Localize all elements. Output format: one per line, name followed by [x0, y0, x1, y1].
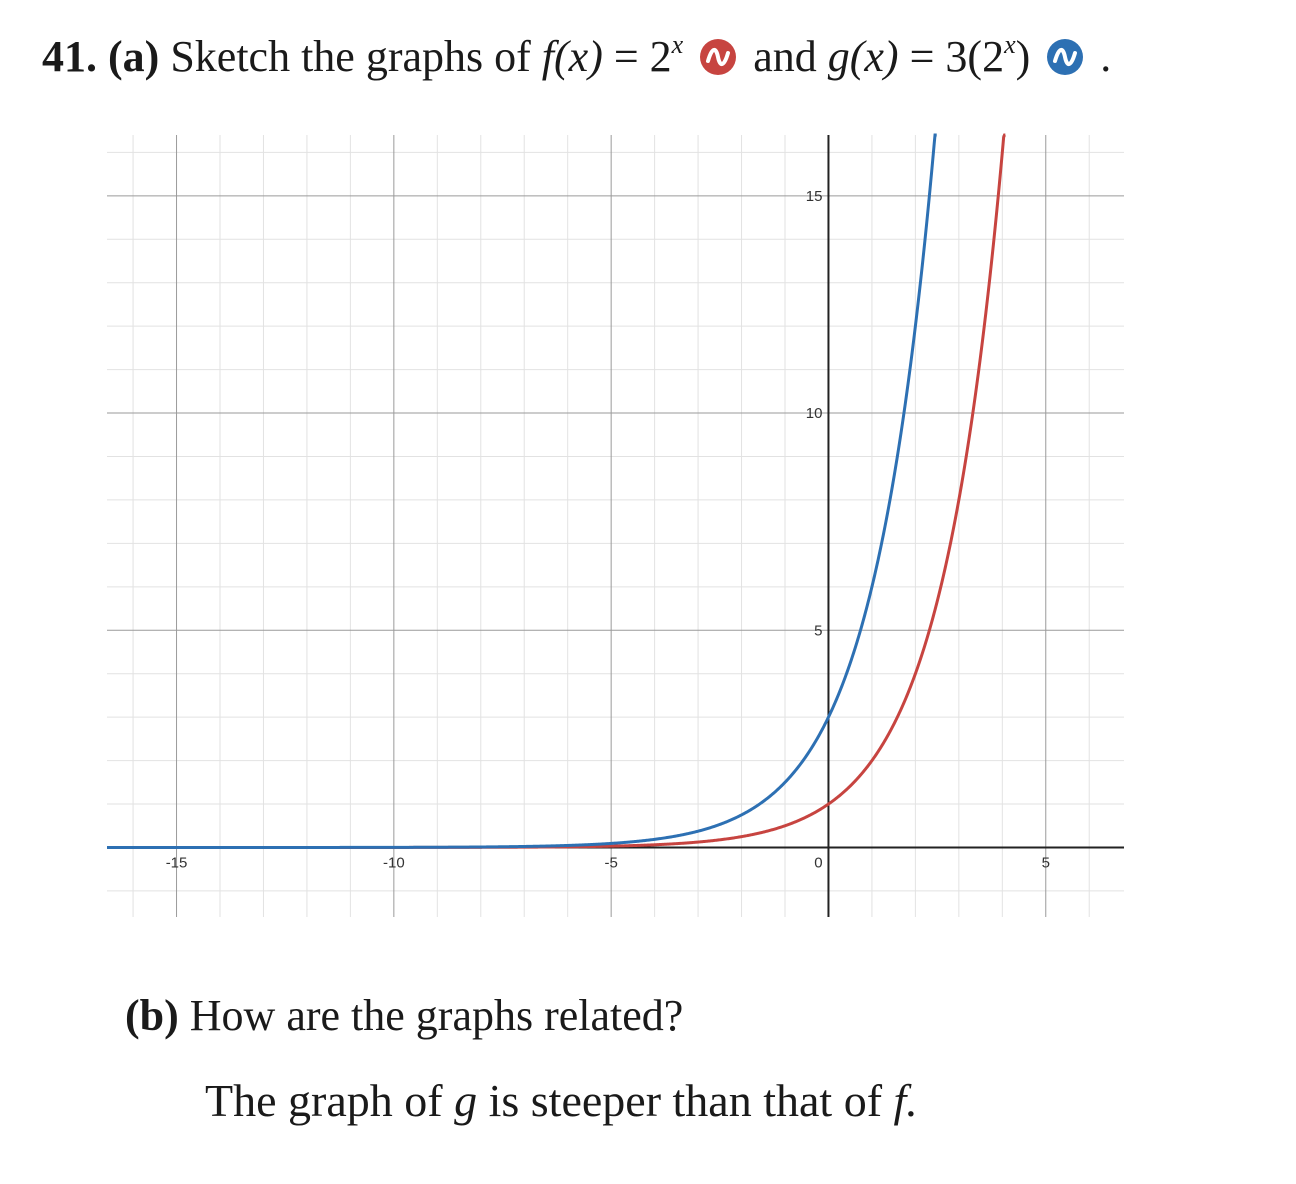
part-a-text: Sketch the graphs of — [170, 32, 531, 81]
curve-f — [107, 133, 1006, 849]
y-tick-label: 15 — [806, 188, 823, 205]
equals-sign-g: = — [909, 32, 935, 81]
f-rhs-exponent: x — [671, 30, 684, 59]
x-tick-label: 0 — [814, 854, 822, 871]
connector-word: and — [753, 32, 817, 81]
desmos-wave-icon-blue[interactable] — [1047, 38, 1084, 75]
part-b-text: How are the graphs related? — [189, 991, 684, 1040]
minor-gridlines — [107, 135, 1124, 917]
answer-start: The graph of — [205, 1075, 443, 1126]
equals-sign-f: = — [613, 32, 639, 81]
answer-g: g — [454, 1075, 478, 1126]
answer-f: f. — [893, 1075, 918, 1126]
x-tick-label: -15 — [166, 854, 188, 871]
part-b-question: (b) How are the graphs related? — [125, 990, 683, 1041]
answer-end: than that of — [672, 1075, 883, 1126]
x-tick-label: 5 — [1042, 854, 1050, 871]
desmos-wave-icon-red[interactable] — [700, 38, 737, 75]
axes — [107, 135, 1124, 917]
g-rhs-suffix: ) — [1015, 32, 1031, 81]
x-tick-label: -10 — [383, 854, 405, 871]
part-b-label: (b) — [125, 991, 179, 1040]
x-tick-label: -5 — [604, 854, 617, 871]
curves — [107, 133, 1006, 849]
f-rhs-base: 2 — [649, 32, 672, 81]
g-expression: g(x) — [827, 32, 899, 81]
major-gridlines — [107, 135, 1124, 917]
curve-g — [107, 133, 937, 849]
y-tick-label: 5 — [814, 622, 822, 639]
f-expression: f(x) — [541, 32, 603, 81]
question-number: 41. — [42, 32, 97, 81]
graph-chart[interactable]: -15 -10 -5 0 5 5 10 15 — [0, 0, 1296, 960]
question-header: 41. (a) Sketch the graphs of f(x) = 2x a… — [42, 30, 1111, 82]
header-period: . — [1100, 32, 1112, 81]
g-rhs-prefix: 3(2 — [945, 32, 1005, 81]
y-tick-label: 10 — [806, 405, 823, 422]
g-rhs-exponent: x — [1004, 30, 1016, 59]
part-a-label: (a) — [108, 32, 160, 81]
tick-labels: -15 -10 -5 0 5 5 10 15 — [166, 188, 1050, 872]
answer-middle: is steeper — [488, 1075, 662, 1126]
answer-text: The graph of g is steeper than that of f… — [205, 1074, 918, 1127]
